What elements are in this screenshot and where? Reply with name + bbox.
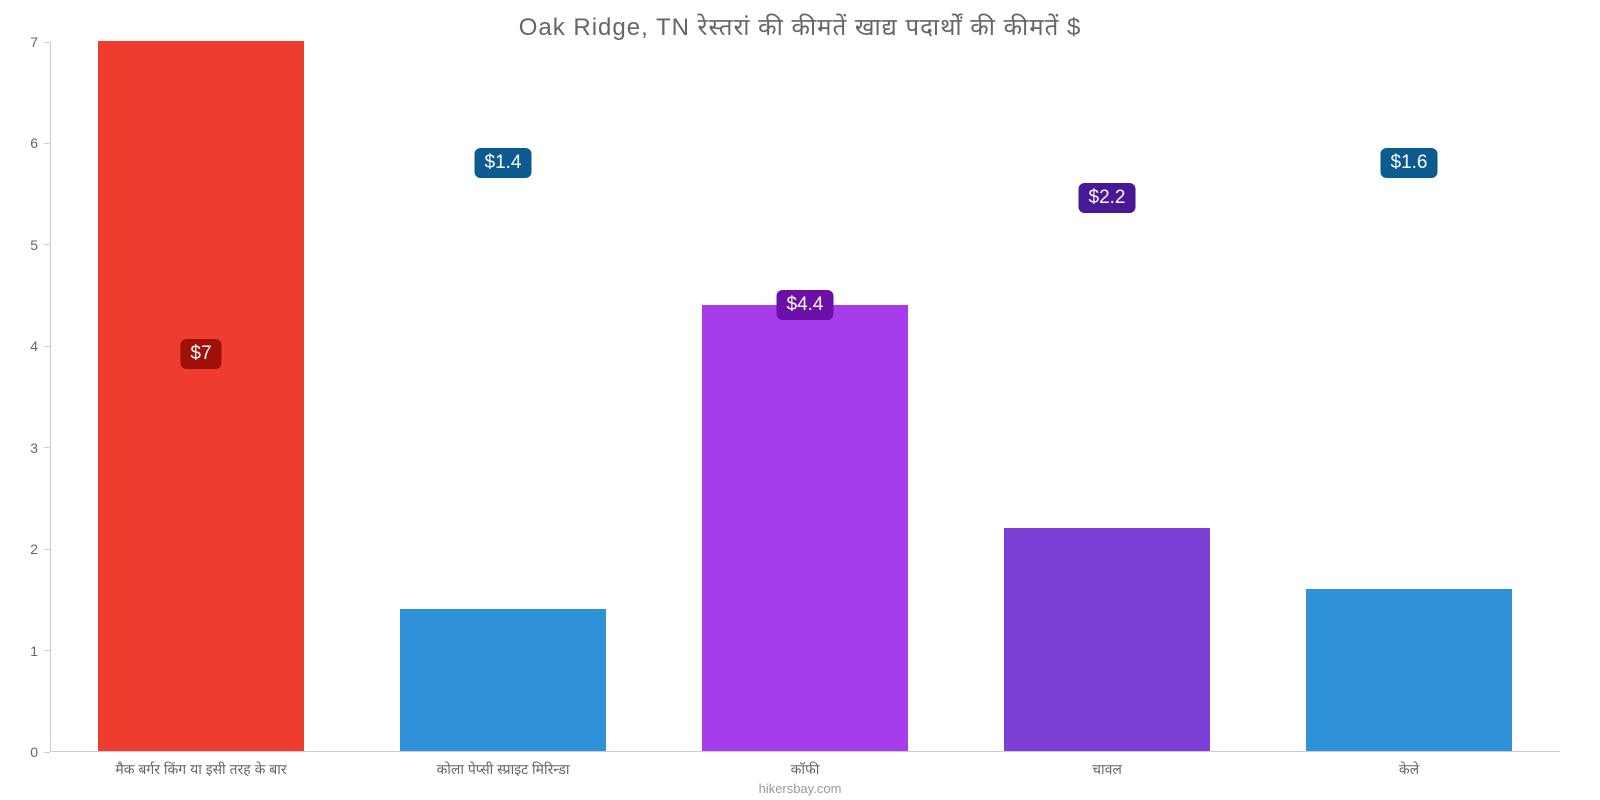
y-tick-label: 7	[8, 34, 38, 50]
bar	[400, 609, 605, 751]
bar-value-label: $7	[180, 339, 221, 369]
y-tick-label: 1	[8, 643, 38, 659]
y-tick-label: 4	[8, 338, 38, 354]
bar	[1004, 528, 1209, 751]
bar-value-label: $4.4	[777, 290, 834, 320]
plot-area: 01234567मैक बर्गर किंग या इसी तरह के बार…	[50, 42, 1560, 752]
x-tick-label: मैक बर्गर किंग या इसी तरह के बार	[115, 760, 286, 779]
x-tick-label: कॉफी	[791, 760, 820, 779]
x-tick-label: चावल	[1092, 760, 1122, 779]
x-axis-line	[50, 751, 1560, 752]
y-axis-line	[50, 42, 51, 752]
bar-value-label: $2.2	[1079, 183, 1136, 213]
bar	[702, 305, 907, 751]
y-tick-label: 5	[8, 237, 38, 253]
y-tick	[44, 346, 50, 347]
y-tick	[44, 42, 50, 43]
y-tick	[44, 244, 50, 245]
x-tick-label: कोला पेप्सी स्प्राइट मिरिन्डा	[436, 760, 569, 779]
x-tick-label: केले	[1399, 760, 1419, 779]
y-tick	[44, 752, 50, 753]
y-tick	[44, 143, 50, 144]
y-tick-label: 0	[8, 744, 38, 760]
chart-title: Oak Ridge, TN रेस्तरां की कीमतें खाद्य प…	[0, 10, 1600, 43]
y-tick-label: 3	[8, 440, 38, 456]
bar-value-label: $1.4	[475, 148, 532, 178]
y-tick	[44, 447, 50, 448]
price-chart: Oak Ridge, TN रेस्तरां की कीमतें खाद्य प…	[0, 0, 1600, 800]
y-tick-label: 2	[8, 541, 38, 557]
bar-value-label: $1.6	[1381, 148, 1438, 178]
chart-footer: hikersbay.com	[0, 781, 1600, 796]
y-tick	[44, 650, 50, 651]
y-tick	[44, 549, 50, 550]
y-tick-label: 6	[8, 135, 38, 151]
bar	[1306, 589, 1511, 751]
bar	[98, 41, 303, 751]
